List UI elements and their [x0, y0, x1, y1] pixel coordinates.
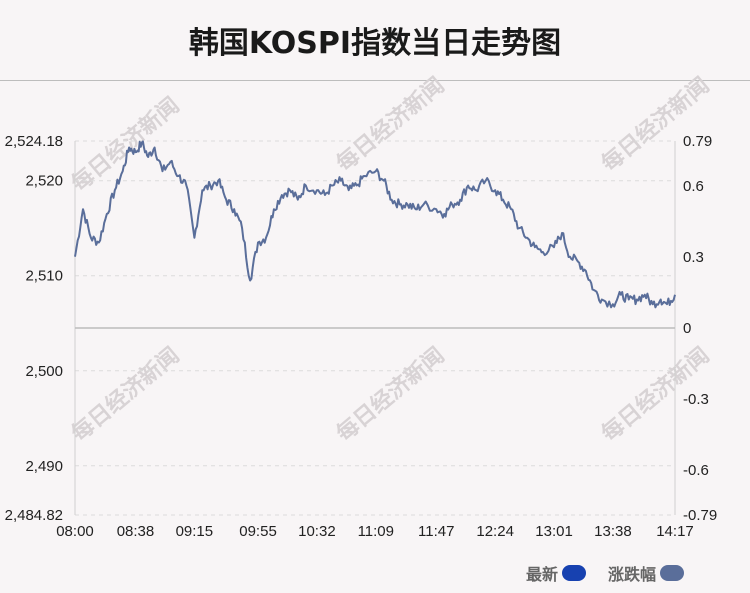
- legend-item-latest[interactable]: 最新: [526, 561, 586, 585]
- series-line-latest: [74, 140, 676, 309]
- legend-swatch-latest: [561, 565, 586, 581]
- title-divider: [0, 80, 750, 81]
- x-tick-label: 08:38: [117, 523, 155, 540]
- x-axis: 08:00 08:38 09:15 09:55 10:32 11:09 11:47 12:24…: [56, 523, 694, 540]
- watermark-text: 每日经济新闻: [597, 72, 715, 177]
- watermark-text: 每日经济新闻: [67, 92, 185, 197]
- legend-item-change[interactable]: 涨跌幅: [608, 561, 684, 585]
- legend: 最新 涨跌幅: [526, 561, 684, 585]
- x-tick-label: 14:17: [656, 523, 694, 540]
- watermark-text: 每日经济新闻: [67, 342, 185, 447]
- legend-label-latest: 最新: [525, 565, 558, 584]
- chart-title: 韩国KOSPI指数当日走势图: [188, 26, 562, 61]
- y-left-tick-label: 2,510: [25, 268, 63, 285]
- y-right-tick-label: 0.6: [683, 178, 704, 195]
- grid-lines: [74, 140, 676, 516]
- series-layer: [74, 140, 676, 309]
- y-right-tick-label: -0.3: [683, 391, 709, 408]
- watermark-text: 每日经济新闻: [332, 342, 450, 447]
- y-right-tick-label: -0.6: [683, 462, 709, 479]
- legend-label-change: 涨跌幅: [607, 565, 656, 584]
- x-tick-label: 13:38: [594, 523, 632, 540]
- y-left-tick-label: 2,520: [25, 173, 63, 190]
- y-right-tick-label: 0: [683, 320, 691, 337]
- x-tick-label: 10:32: [298, 523, 336, 540]
- x-tick-label: 08:00: [56, 523, 94, 540]
- y-left-tick-label: 2,484.82: [5, 507, 63, 524]
- x-tick-label: 13:01: [535, 523, 573, 540]
- y-right-tick-label: 0.79: [683, 133, 712, 150]
- y-right-tick-label: 0.3: [683, 249, 704, 266]
- legend-swatch-change: [660, 565, 684, 581]
- y-left-tick-label: 2,490: [25, 458, 63, 475]
- y-left-tick-label: 2,524.18: [5, 133, 63, 150]
- x-tick-label: 11:09: [358, 523, 394, 540]
- y-right-tick-label: -0.79: [683, 507, 717, 524]
- y-left-axis: 2,524.18 2,520 2,510 2,500 2,490 2,484.82: [5, 133, 63, 524]
- x-tick-label: 09:55: [239, 523, 277, 540]
- x-tick-label: 09:15: [176, 523, 214, 540]
- x-tick-label: 11:47: [418, 523, 454, 540]
- watermark-text: 每日经济新闻: [332, 72, 450, 177]
- x-tick-label: 12:24: [476, 523, 514, 540]
- y-left-tick-label: 2,500: [25, 363, 63, 380]
- y-right-axis: 0.79 0.6 0.3 0 -0.3 -0.6 -0.79: [683, 133, 717, 524]
